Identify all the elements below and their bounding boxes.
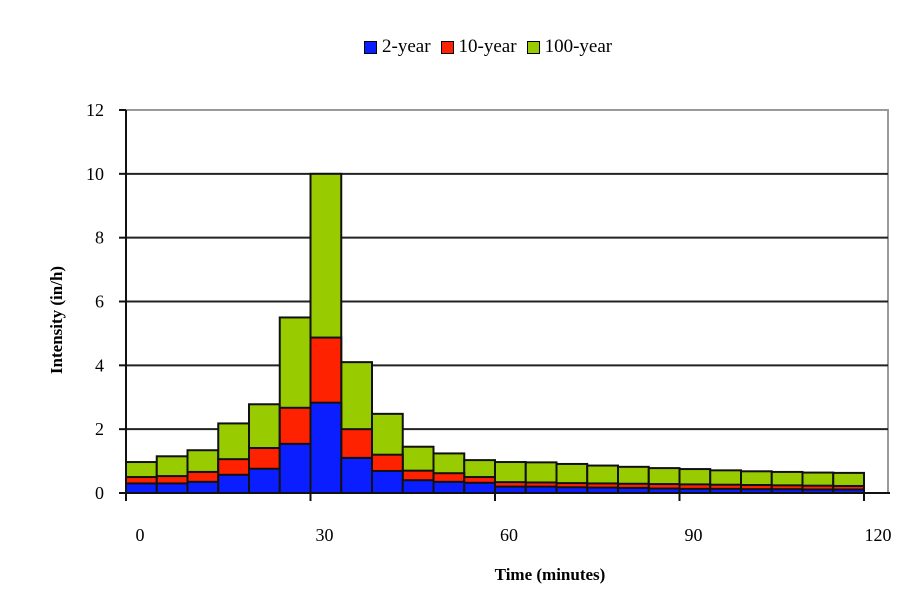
legend-label-2-year: 2-year [382,36,431,57]
bars [125,172,865,495]
bar-2-year [340,456,373,494]
y-tick-label: 4 [95,355,104,375]
bar-2-year [371,469,404,495]
legend-label-10-year: 10-year [458,36,517,57]
legend-label-100-year: 100-year [544,36,613,57]
bar-2-year [401,479,435,495]
legend-item-10-year: 10-year [440,36,517,58]
bar-2-year [155,482,189,494]
y-tick-label: 10 [86,164,104,184]
x-tick-label: 60 [500,525,518,545]
y-tick-label: 0 [95,483,104,503]
x-tick-label: 120 [865,525,892,545]
bar-2-year [248,467,281,495]
legend-item-2-year: 2-year [364,36,431,58]
legend-swatch-100-year [526,40,540,54]
y-tick-label: 6 [95,292,104,312]
bar-2-year [186,480,220,494]
legend: 2-year 10-year 100-year [364,36,622,58]
x-tick-label: 30 [316,525,334,545]
bar-2-year [309,401,343,495]
bar-2-year [463,481,496,494]
y-tick-label: 8 [95,228,104,248]
x-tick-label: 90 [685,525,703,545]
bar-2-year [278,442,312,494]
bar-2-year [125,482,158,494]
legend-swatch-2-year [364,40,377,54]
x-axis-title: Time (minutes) [494,565,606,584]
y-tick-label: 2 [95,419,104,439]
y-tick-label: 12 [86,100,104,120]
x-tick-label: 0 [136,525,145,545]
bar-2-year [217,473,250,494]
legend-swatch-10-year [440,40,454,54]
legend-item-100-year: 100-year [526,36,613,58]
bar-2-year [432,480,466,494]
y-axis-title: Intensity (in/h) [47,265,66,375]
